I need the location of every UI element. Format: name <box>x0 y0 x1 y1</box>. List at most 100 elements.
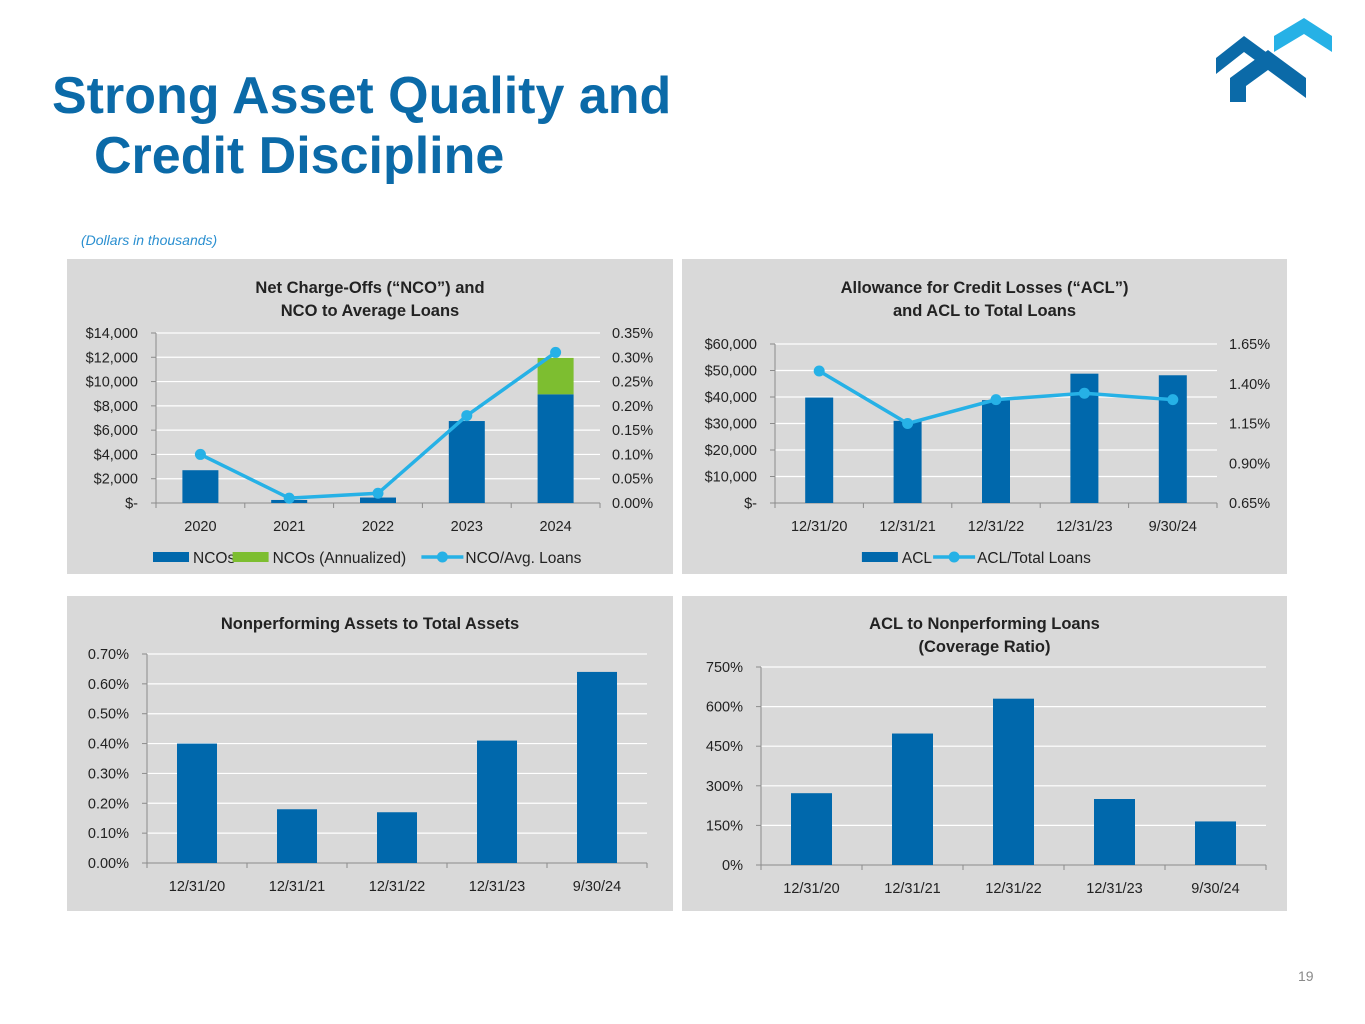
y2-tick-label: 1.65% <box>1229 337 1270 353</box>
x-tick-label: 12/31/22 <box>968 519 1024 535</box>
y-tick-label: $30,000 <box>705 417 757 433</box>
line-point <box>283 492 295 504</box>
bar-ncos <box>182 470 219 503</box>
y-tick-label: $8,000 <box>94 399 138 415</box>
x-tick-label: 12/31/23 <box>1056 519 1112 535</box>
y2-tick-label: 0.35% <box>612 326 653 342</box>
chart-title: Net Charge-Offs (“NCO”) and <box>255 279 484 297</box>
y-tick-label: $- <box>125 496 138 512</box>
legend-swatch-bar <box>153 552 189 562</box>
bar-acl <box>893 420 922 503</box>
nco-chart-panel: Net Charge-Offs (“NCO”) and NCO to Averag… <box>67 259 673 574</box>
title-line-2: Credit Discipline <box>94 127 505 185</box>
x-tick-label: 9/30/24 <box>573 879 621 895</box>
y-tick-label: 0.20% <box>88 796 129 812</box>
legend-label: NCO/Avg. Loans <box>465 550 581 567</box>
coverage-chart: ACL to Nonperforming Loans (Coverage Rati… <box>706 615 1267 897</box>
y-tick-label: $14,000 <box>86 326 138 342</box>
page-number: 19 <box>1298 968 1314 984</box>
y-tick-label: 600% <box>706 700 743 716</box>
legend-label: NCOs <box>193 550 235 567</box>
y-tick-label: $2,000 <box>94 472 138 488</box>
npa-chart: Nonperforming Assets to Total Assets 0.00… <box>88 615 648 895</box>
y-tick-label: $12,000 <box>86 350 138 366</box>
y-tick-label: $60,000 <box>705 337 757 353</box>
bar-ncos <box>360 497 396 503</box>
x-tick-label: 12/31/22 <box>985 881 1041 897</box>
bar-coverage-ratio <box>791 793 832 865</box>
company-logo-icon <box>1216 18 1332 102</box>
x-tick-label: 2021 <box>273 519 305 535</box>
legend-swatch-point <box>948 551 960 563</box>
bar-coverage-ratio <box>993 698 1034 865</box>
bar-acl <box>982 400 1010 503</box>
page-title: Strong Asset Quality and Credit Discipli… <box>52 66 671 186</box>
line-point <box>1167 394 1179 406</box>
bar-npa-total-assets <box>477 740 517 863</box>
x-tick-label: 12/31/23 <box>469 879 525 895</box>
legend-label: NCOs (Annualized) <box>273 550 407 567</box>
line-point <box>550 346 562 358</box>
chart-title: Nonperforming Assets to Total Assets <box>221 615 519 633</box>
x-tick-label: 9/30/24 <box>1191 881 1239 897</box>
acl-chart-panel: Allowance for Credit Losses (“ACL”) and A… <box>682 259 1287 574</box>
line-point <box>1078 387 1090 399</box>
y-tick-label: 150% <box>706 818 743 834</box>
y-tick-label: $6,000 <box>94 423 138 439</box>
bar-coverage-ratio <box>1094 799 1135 865</box>
x-tick-label: 12/31/20 <box>791 519 847 535</box>
x-tick-label: 2023 <box>451 519 483 535</box>
y2-tick-label: 0.10% <box>612 447 653 463</box>
chart-title: Allowance for Credit Losses (“ACL”) <box>841 279 1129 297</box>
npa-chart-panel: Nonperforming Assets to Total Assets 0.00… <box>67 596 673 911</box>
bar-ncos <box>448 421 485 503</box>
bar-coverage-ratio <box>892 733 933 865</box>
x-tick-label: 12/31/21 <box>884 881 940 897</box>
legend-swatch-point <box>436 551 448 563</box>
x-tick-label: 12/31/20 <box>783 881 839 897</box>
line-point <box>902 418 914 429</box>
y-tick-label: 0% <box>722 858 743 874</box>
line-point <box>372 487 384 499</box>
y2-tick-label: 0.65% <box>1229 496 1270 512</box>
y2-tick-label: 1.40% <box>1229 377 1270 393</box>
x-tick-label: 12/31/22 <box>369 879 425 895</box>
bar-npa-total-assets <box>277 809 317 863</box>
acl-chart: Allowance for Credit Losses (“ACL”) and A… <box>705 279 1271 567</box>
bar-ncos <box>537 394 574 503</box>
bar-acl <box>805 397 834 503</box>
y-tick-label: 300% <box>706 779 743 795</box>
x-tick-label: 12/31/23 <box>1086 881 1142 897</box>
line-point <box>990 394 1002 406</box>
x-tick-label: 9/30/24 <box>1149 519 1197 535</box>
y-tick-label: 0.50% <box>88 707 129 723</box>
y-tick-label: 0.40% <box>88 737 129 753</box>
y-tick-label: 0.60% <box>88 677 129 693</box>
chart-title: ACL to Nonperforming Loans <box>869 615 1100 633</box>
x-tick-label: 12/31/21 <box>269 879 325 895</box>
bar-npa-total-assets <box>377 812 417 863</box>
y2-tick-label: 0.30% <box>612 350 653 366</box>
y2-tick-label: 0.00% <box>612 496 653 512</box>
y-tick-label: 450% <box>706 739 743 755</box>
y-tick-label: 0.10% <box>88 826 129 842</box>
chart-title: and ACL to Total Loans <box>893 302 1076 320</box>
line-point <box>461 410 473 422</box>
y-tick-label: $4,000 <box>94 447 138 463</box>
y-tick-label: 0.30% <box>88 766 129 782</box>
x-tick-label: 12/31/20 <box>169 879 225 895</box>
y-tick-label: $10,000 <box>86 375 138 391</box>
chart-title: NCO to Average Loans <box>281 302 459 320</box>
bar-ncos-annualized- <box>537 357 574 395</box>
y-tick-label: $- <box>744 496 757 512</box>
legend-label: ACL/Total Loans <box>977 550 1091 567</box>
y2-tick-label: 0.20% <box>612 399 653 415</box>
y2-tick-label: 0.25% <box>612 375 653 391</box>
y2-tick-label: 0.05% <box>612 472 653 488</box>
units-note: (Dollars in thousands) <box>81 232 218 248</box>
y2-tick-label: 0.90% <box>1229 456 1270 472</box>
y-tick-label: $50,000 <box>705 364 757 380</box>
y-tick-label: $20,000 <box>705 443 757 459</box>
nco-chart: Net Charge-Offs (“NCO”) and NCO to Averag… <box>86 279 654 567</box>
bar-npa-total-assets <box>577 671 617 863</box>
